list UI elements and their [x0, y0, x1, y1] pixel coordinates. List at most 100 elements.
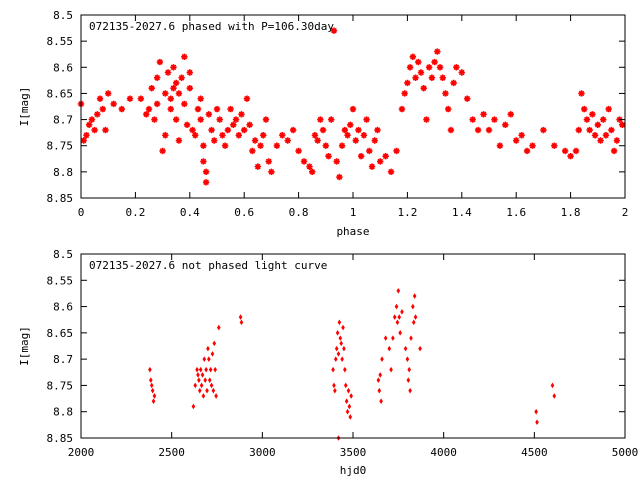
data-point: [235, 132, 242, 139]
data-point: [224, 126, 232, 134]
data-point: [203, 377, 208, 383]
data-point: [597, 137, 604, 144]
data-point: [300, 158, 308, 165]
data-point: [393, 147, 400, 155]
data-point: [238, 111, 245, 118]
unphased-plot-frame: [80, 253, 626, 439]
data-point: [575, 126, 582, 134]
data-point: [512, 137, 520, 144]
x-tick-label: 0.6: [234, 206, 254, 219]
data-point: [145, 105, 153, 113]
data-point: [551, 142, 558, 149]
phased-plot-frame: [80, 14, 626, 199]
data-point: [295, 147, 302, 155]
y-tick-label: 8.8: [53, 166, 73, 179]
data-point: [594, 121, 601, 128]
data-point: [251, 137, 259, 144]
phased-axis-ticks: 0 0.2 0.4 0.6 0.8 1 1.2 1.4 1.6 1.8 2 8.5 8.55 8.6 8.6…: [47, 9, 629, 219]
data-point: [338, 142, 346, 149]
data-point: [164, 69, 172, 76]
data-point: [102, 126, 109, 134]
data-point: [366, 147, 373, 155]
data-point: [167, 105, 174, 113]
data-point: [183, 121, 191, 128]
data-point: [377, 387, 382, 394]
data-point: [344, 398, 349, 404]
data-point: [602, 132, 610, 139]
data-point: [153, 74, 161, 81]
data-point: [279, 132, 286, 139]
data-point: [191, 403, 196, 410]
data-point: [550, 382, 555, 389]
data-point: [181, 100, 188, 108]
data-point: [148, 366, 152, 373]
data-point: [600, 116, 607, 123]
data-point: [450, 79, 457, 87]
data-point: [172, 79, 180, 87]
data-point: [380, 356, 384, 362]
x-tick-label: 0: [78, 206, 85, 219]
data-point: [137, 95, 145, 102]
data-point: [202, 179, 210, 186]
data-point: [453, 64, 460, 71]
data-point: [340, 356, 344, 362]
data-point: [444, 105, 452, 113]
data-point: [341, 126, 349, 134]
y-tick-label: 8.5: [53, 248, 73, 261]
data-point: [417, 69, 425, 76]
y-tick-label: 8.55: [47, 274, 74, 287]
data-point: [149, 377, 153, 383]
data-point: [400, 309, 404, 315]
y-tick-label: 8.6: [53, 61, 73, 74]
data-point: [378, 372, 382, 378]
data-point: [333, 356, 338, 362]
data-point: [394, 303, 399, 310]
data-point: [246, 121, 253, 128]
data-point: [398, 105, 406, 113]
unphased-x-axis-label: hjd0: [340, 464, 367, 477]
data-point: [227, 105, 234, 113]
data-point: [334, 345, 339, 352]
data-point: [342, 345, 346, 352]
data-point: [469, 116, 476, 123]
data-point: [412, 293, 417, 299]
phased-light-curve-panel: 0 0.2 0.4 0.6 0.8 1 1.2 1.4 1.6 1.8 2 8.5 8.55 8.6 8.6…: [18, 9, 628, 238]
data-point: [349, 393, 353, 399]
data-point: [317, 116, 324, 123]
data-point: [170, 64, 177, 71]
unphased-chart-title: 072135-2027.6 not phased light curve: [89, 259, 327, 272]
data-point: [262, 116, 270, 123]
x-tick-label: 0.2: [125, 206, 145, 219]
data-point: [583, 116, 591, 123]
data-point: [458, 69, 466, 76]
data-point: [357, 152, 365, 160]
data-point: [194, 105, 202, 113]
data-point: [210, 351, 215, 357]
data-point: [175, 137, 183, 144]
data-point: [198, 366, 203, 373]
x-tick-label: 1.8: [561, 206, 581, 219]
data-point: [156, 58, 164, 66]
data-point: [206, 345, 210, 352]
data-point: [91, 126, 98, 134]
data-point: [379, 398, 383, 404]
data-point: [413, 314, 418, 320]
data-point: [392, 314, 397, 320]
data-point: [178, 74, 185, 81]
data-point: [208, 126, 215, 134]
phased-chart-title: 072135-2027.6 phased with P=106.30day: [89, 20, 334, 33]
data-point: [186, 85, 193, 92]
phased-y-axis-label: I[mag]: [18, 87, 31, 127]
data-point: [306, 163, 313, 170]
data-point: [374, 126, 381, 134]
data-point: [212, 340, 217, 347]
data-point: [337, 319, 342, 326]
data-point: [401, 90, 408, 97]
unphased-data-points: [148, 288, 557, 441]
data-point: [434, 48, 441, 55]
y-tick-label: 8.65: [47, 87, 74, 100]
x-tick-label: 3500: [340, 446, 367, 459]
data-point: [347, 121, 354, 128]
data-point: [464, 95, 471, 102]
data-point: [200, 158, 207, 165]
